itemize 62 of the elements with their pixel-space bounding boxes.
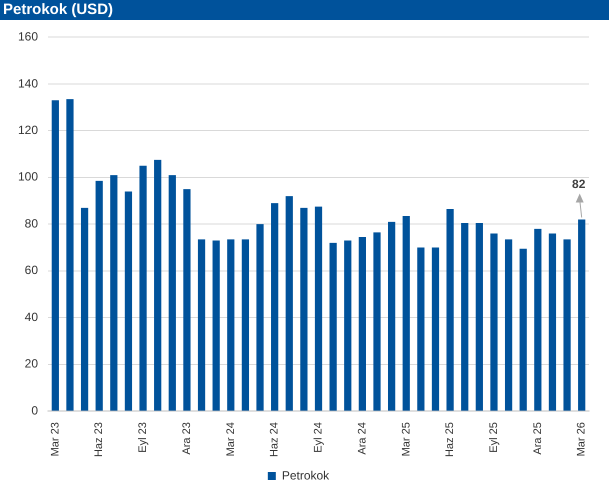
bar <box>461 223 468 411</box>
bar <box>110 175 118 411</box>
x-tick-label: Eyl 24 <box>312 422 325 453</box>
y-tick-label: 100 <box>18 170 38 184</box>
bar <box>139 166 147 411</box>
bar <box>402 216 410 411</box>
bar <box>80 208 88 411</box>
bar <box>212 240 220 411</box>
bar <box>520 248 527 411</box>
bar <box>242 239 250 411</box>
bar <box>314 206 322 411</box>
bar <box>271 203 278 411</box>
bar <box>432 248 440 411</box>
y-tick-label: 160 <box>18 30 38 44</box>
bar <box>446 208 454 411</box>
annotation: 82 <box>572 176 586 191</box>
bar <box>183 189 191 411</box>
x-tick-label: Ara 24 <box>356 422 368 455</box>
x-tick-label: Haz 23 <box>93 422 106 458</box>
x-tick-label: Mar 23 <box>49 422 62 456</box>
bar <box>154 160 162 411</box>
y-tick-label: 20 <box>24 356 38 371</box>
x-tick-label: Mar 24 <box>224 422 237 456</box>
bar <box>548 234 556 411</box>
bar <box>286 196 293 411</box>
bar <box>66 99 74 411</box>
bar <box>300 208 308 411</box>
bar <box>563 239 571 411</box>
y-tick-label: 60 <box>24 263 38 278</box>
bar <box>388 222 396 411</box>
x-tick-label: Haz 25 <box>444 422 456 458</box>
bar <box>578 220 586 411</box>
y-tick-label: 80 <box>24 216 38 230</box>
bar <box>96 180 103 411</box>
x-tick-label: Ara 23 <box>180 422 193 455</box>
y-tick-label: 40 <box>24 310 38 324</box>
x-tick-label: Mar 25 <box>400 422 412 456</box>
x-tick-label: Haz 24 <box>268 422 281 458</box>
bar <box>344 240 352 411</box>
bar <box>227 239 234 411</box>
bar <box>168 175 176 411</box>
bar <box>534 228 542 411</box>
bar <box>198 239 206 411</box>
bar <box>373 232 381 411</box>
bar <box>358 237 366 411</box>
x-tick-label: Ara 25 <box>532 422 544 455</box>
x-tick-label: Mar 26 <box>576 422 588 456</box>
bar <box>417 248 424 411</box>
bar <box>330 242 337 411</box>
legend-label: Petrokok <box>282 468 330 482</box>
bar <box>256 224 264 411</box>
bar <box>124 191 132 411</box>
chart-title: Petrokok (USD) <box>0 0 609 20</box>
bar <box>476 223 483 411</box>
y-tick-label: 120 <box>18 123 38 137</box>
x-tick-label: Eyl 23 <box>137 422 150 453</box>
y-tick-label: 0 <box>31 403 38 418</box>
bar <box>504 239 512 411</box>
bar <box>490 234 498 411</box>
x-tick-label: Eyl 25 <box>488 422 500 453</box>
bar <box>52 100 59 411</box>
y-tick-label: 140 <box>18 76 38 90</box>
